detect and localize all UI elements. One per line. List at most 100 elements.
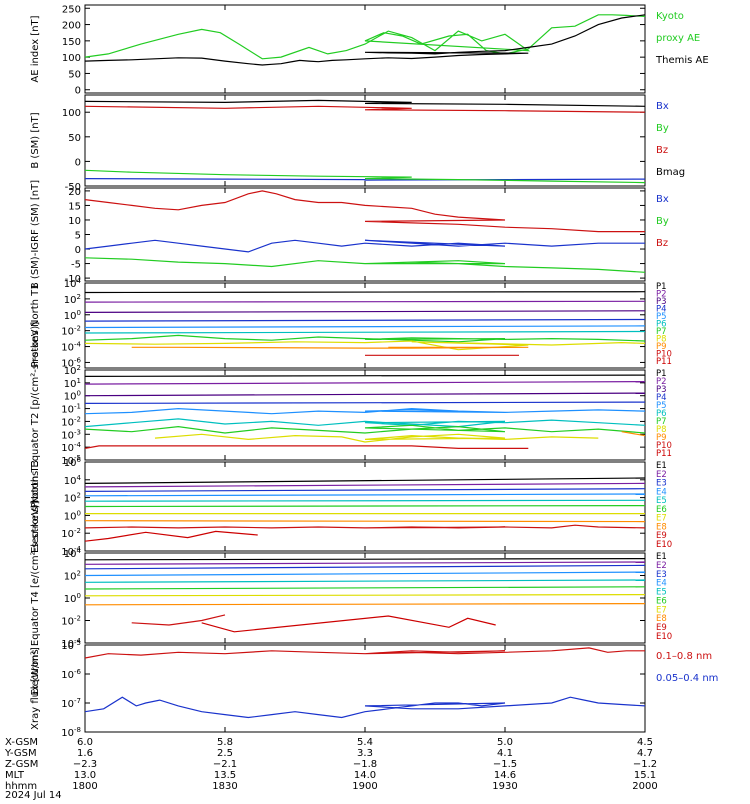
legend-label-6-5: E6: [656, 596, 667, 606]
series-line-4-7: [154, 433, 599, 443]
ephemeris-value-4-2: −1.2: [633, 759, 657, 770]
y-tick-label-4-1: 10-4: [61, 441, 81, 454]
legend-label-5-6: E7: [656, 514, 667, 524]
series-line-5-8: [84, 524, 646, 529]
ephemeris-value-2-3: 14.0: [354, 770, 376, 781]
series-line-5-9: [84, 530, 258, 542]
y-axis-label-3: Protons North T1: [30, 283, 41, 367]
legend-label-6-4: E5: [656, 588, 667, 598]
y-tick-label-0-3: 150: [62, 37, 81, 48]
y-tick-label-0-2: 100: [62, 53, 81, 64]
series-line-6-0: [84, 557, 646, 561]
legend-label-3-8: P9: [656, 342, 667, 352]
y-tick-label-2-1: -5: [71, 260, 81, 271]
y-tick-label-6-1: 10-2: [61, 615, 81, 628]
legend-label-3-9: P10: [656, 350, 672, 360]
legend-label-5-4: E5: [656, 496, 667, 506]
legend-label-4-6: P7: [656, 417, 667, 427]
legend-label-3-6: P7: [656, 327, 667, 337]
legend-label-0-0: Kyoto: [656, 11, 684, 22]
ephemeris-value-1-3: 13.5: [214, 770, 236, 781]
panel-frame-1: [84, 94, 646, 187]
ephemeris-value-3-2: −1.5: [493, 759, 517, 770]
y-tick-label-0-0: 0: [75, 86, 81, 97]
legend-label-6-0: E1: [656, 552, 667, 562]
legend-label-3-5: P6: [656, 320, 667, 330]
ephemeris-value-4-1: 4.7: [637, 748, 653, 759]
legend-label-5-1: E2: [656, 470, 667, 480]
y-tick-label-5-5: 106: [64, 456, 82, 469]
ephemeris-value-1-0: 5.8: [217, 737, 233, 748]
legend-label-0-2: Themis AE: [655, 55, 709, 66]
y-tick-label-2-5: 15: [68, 201, 81, 212]
panel-frame-2: [84, 187, 646, 282]
y-tick-label-7-1: 10-7: [61, 697, 81, 710]
y-tick-label-7-0: 10-8: [61, 726, 81, 739]
series-line-5-1: [84, 482, 646, 488]
series-line-5-2: [84, 488, 646, 492]
legend-label-3-0: P1: [656, 282, 667, 292]
series-line-4-4: [84, 407, 646, 415]
legend-label-4-8: P9: [656, 433, 667, 443]
series-line-1-0: [84, 178, 646, 181]
series-line-3-1: [84, 300, 646, 303]
series-line-6-9: [201, 615, 496, 633]
series-line-6-1: [84, 561, 646, 565]
ephemeris-value-4-3: 15.1: [634, 770, 656, 781]
legend-label-4-4: P5: [656, 401, 667, 411]
series-line-4-5: [84, 418, 646, 428]
legend-label-0-1: proxy AE: [656, 33, 700, 44]
y-axis-label-7: Xray flux [W/m²]: [30, 647, 41, 730]
series-line-3-5: [84, 330, 646, 334]
series-line-3-7: [84, 340, 646, 351]
legend-label-4-3: P4: [656, 393, 667, 403]
ephemeris-value-3-3: 14.6: [494, 770, 516, 781]
panel-frame-7: [84, 644, 646, 733]
series-line-6-4: [84, 579, 646, 583]
y-tick-label-6-0: 10-4: [61, 637, 81, 650]
series-line-1-1: [84, 169, 646, 184]
series-line-4-9: [84, 445, 529, 449]
y-tick-label-6-4: 104: [64, 547, 82, 560]
legend-label-2-1: By: [656, 216, 669, 227]
y-axis-label-5: Electrons North T3: [30, 460, 41, 553]
y-axis-label-0: AE index [nT]: [30, 15, 41, 82]
y-tick-label-2-0: -10: [65, 274, 81, 285]
series-line-4-3: [84, 401, 646, 404]
series-line-7-1: [84, 696, 646, 719]
legend-label-4-0: P1: [656, 369, 667, 379]
series-line-4-6: [84, 424, 646, 434]
legend-label-5-2: E3: [656, 479, 667, 489]
legend-label-5-7: E8: [656, 522, 667, 532]
legend-label-6-7: E8: [656, 614, 667, 624]
legend-label-5-9: E10: [656, 540, 672, 550]
legend-label-3-1: P2: [656, 290, 667, 300]
legend-label-4-2: P3: [656, 385, 667, 395]
ephemeris-value-3-1: 4.1: [497, 748, 513, 759]
series-line-0-1: [84, 14, 646, 66]
ephemeris-value-0-1: 1.6: [77, 748, 93, 759]
ephemeris-row-label-2: Z-GSM: [5, 759, 38, 770]
ephemeris-date: 2024 Jul 14: [5, 790, 62, 800]
series-line-5-0: [84, 477, 646, 484]
series-line-3-8: [131, 346, 529, 349]
y-tick-label-4-4: 10-1: [61, 403, 81, 416]
y-tick-label-0-1: 50: [68, 69, 81, 80]
legend-label-6-2: E3: [656, 570, 667, 580]
y-tick-label-2-2: 0: [75, 245, 81, 256]
legend-label-3-3: P4: [656, 305, 667, 315]
series-line-6-2: [84, 564, 646, 570]
ephemeris-value-1-4: 1830: [212, 781, 237, 792]
series-line-3-0: [84, 291, 646, 294]
legend-label-4-10: P11: [656, 449, 672, 459]
ephemeris-value-1-1: 2.5: [217, 748, 233, 759]
y-tick-label-4-7: 102: [64, 364, 81, 377]
y-tick-label-0-5: 250: [62, 4, 81, 15]
ephemeris-value-0-4: 1800: [72, 781, 97, 792]
series-line-4-1: [84, 381, 646, 385]
y-tick-label-0-4: 200: [62, 21, 81, 32]
series-line-5-5: [84, 505, 646, 508]
y-tick-label-4-3: 10-2: [61, 415, 81, 428]
legend-label-6-8: E9: [656, 623, 667, 633]
series-line-3-3: [84, 318, 646, 322]
